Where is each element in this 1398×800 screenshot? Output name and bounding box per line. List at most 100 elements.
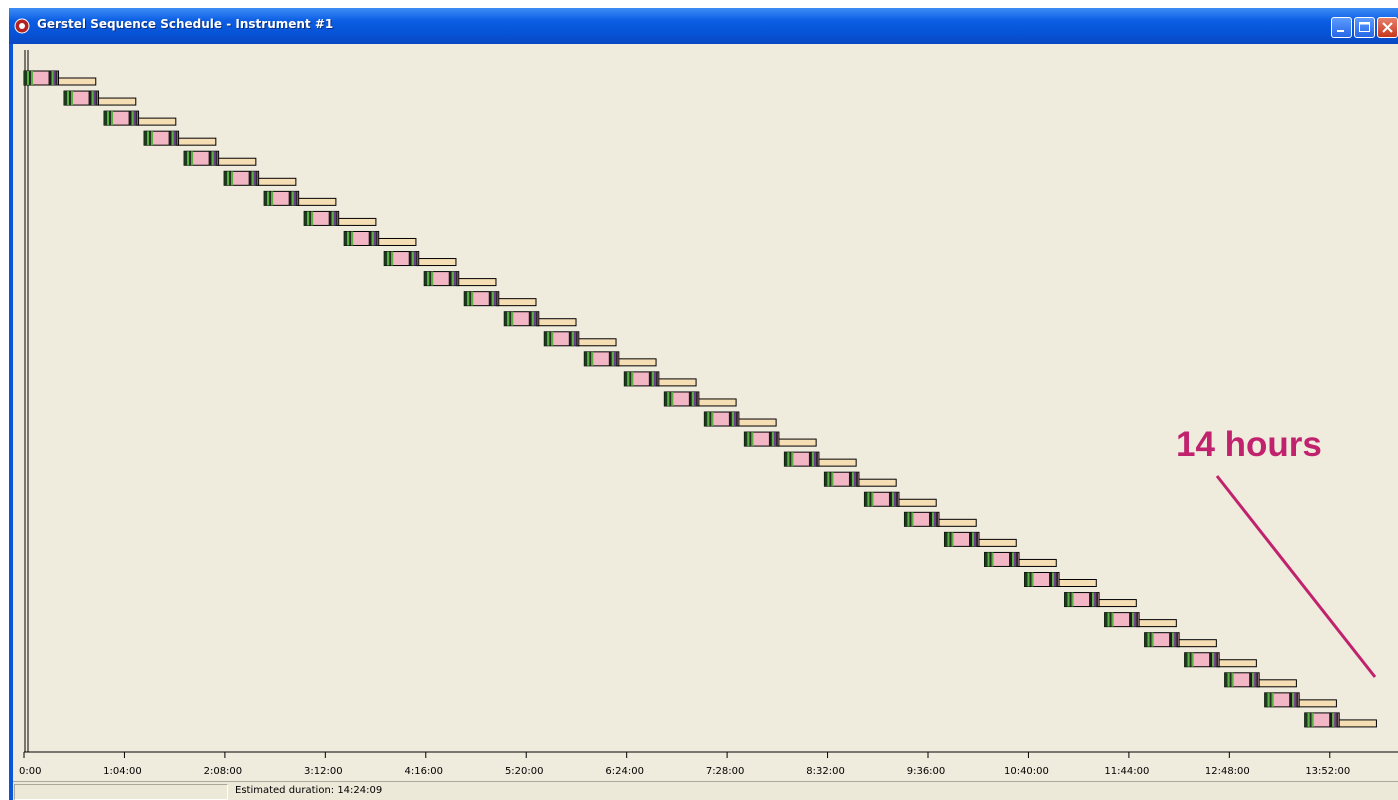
stripe: [1029, 572, 1032, 587]
gantt-chart: 0:00 1:04:00 2:08:00 3:12:00 4:16:00 5:20:00 6…: [19, 50, 1398, 777]
stripe: [1256, 672, 1259, 687]
stripe: [491, 291, 494, 306]
stripe: [347, 231, 350, 246]
stripe: [851, 472, 854, 487]
sample-run: [703, 411, 777, 427]
stripe: [693, 391, 696, 406]
stripe: [493, 291, 496, 306]
stripe: [411, 251, 414, 266]
sample-run: [984, 551, 1057, 567]
stripe: [149, 131, 152, 146]
stripe: [309, 211, 312, 226]
stripe: [71, 91, 74, 106]
sample-run: [903, 511, 977, 527]
stripe: [707, 412, 710, 427]
stripe: [391, 251, 394, 266]
stripe: [1064, 592, 1068, 607]
stripe: [695, 391, 698, 406]
stripe: [787, 452, 790, 467]
stripe: [1144, 632, 1148, 647]
stripe: [976, 532, 979, 547]
stripe: [864, 492, 868, 507]
stripe: [1191, 652, 1194, 667]
stripe: [495, 291, 498, 306]
stripe: [408, 251, 412, 266]
stripe: [931, 512, 934, 527]
stripe: [704, 412, 708, 427]
stripe: [295, 191, 298, 206]
maximize-icon: [1359, 22, 1370, 32]
stripe: [711, 412, 714, 427]
stripe: [811, 452, 814, 467]
stripe: [528, 311, 532, 326]
stripe: [344, 231, 348, 246]
stripe: [215, 151, 218, 166]
axis-tick-label: 4:16:00: [404, 766, 443, 777]
stripe: [1136, 612, 1139, 627]
stripe: [1311, 712, 1314, 727]
stripe: [1296, 692, 1299, 707]
close-icon: [1382, 22, 1393, 33]
stripe: [891, 492, 894, 507]
stripe: [1031, 572, 1034, 587]
stripe: [1151, 632, 1154, 647]
stripe: [1016, 552, 1019, 567]
stripe: [293, 191, 296, 206]
stripe: [427, 271, 430, 286]
stripe: [488, 291, 492, 306]
maximize-button[interactable]: [1354, 17, 1375, 38]
stripe: [655, 371, 658, 386]
axis-tick-label: 10:40:00: [1004, 766, 1049, 777]
stripe: [551, 331, 554, 346]
stripe: [1329, 712, 1333, 727]
stripe: [455, 271, 458, 286]
stripe: [1176, 632, 1179, 647]
stripe: [867, 492, 870, 507]
stripe: [747, 432, 750, 447]
stripe: [255, 171, 258, 186]
stripe: [184, 151, 188, 166]
stripe: [91, 91, 94, 106]
sample-run: [1024, 572, 1097, 587]
stripe: [855, 472, 858, 487]
sample-run: [1264, 692, 1337, 708]
stripe: [1071, 592, 1074, 607]
sample-run: [183, 150, 257, 166]
stripe: [611, 351, 614, 366]
stripe: [949, 532, 952, 547]
stripe: [1069, 592, 1072, 607]
stripe: [431, 271, 434, 286]
stripe: [1024, 572, 1028, 587]
stripe: [1147, 632, 1150, 647]
sample-run: [783, 451, 857, 467]
sequence-schedule-window: Gerstel Sequence Schedule - Instrument #…: [9, 8, 1398, 800]
stripe: [731, 412, 734, 427]
stripe: [1134, 612, 1137, 627]
stripe: [211, 151, 214, 166]
stripe: [1271, 692, 1274, 707]
stripe: [775, 432, 778, 447]
stripe: [1216, 652, 1219, 667]
title-bar[interactable]: Gerstel Sequence Schedule - Instrument #…: [9, 8, 1398, 44]
stripe: [469, 291, 472, 306]
stripe: [1294, 692, 1297, 707]
stripe: [871, 492, 874, 507]
stripe: [1149, 632, 1152, 647]
stripe: [735, 412, 738, 427]
axis-tick-label: 1:04:00: [103, 766, 142, 777]
stripe: [1009, 552, 1013, 567]
stripe: [229, 171, 232, 186]
stripe: [269, 191, 272, 206]
stripe: [24, 71, 27, 85]
stripe: [413, 251, 416, 266]
close-button[interactable]: [1377, 17, 1398, 38]
stripe: [69, 91, 72, 106]
sample-run: [863, 491, 937, 507]
stripe: [535, 311, 538, 326]
stripe: [1289, 692, 1293, 707]
stripe: [615, 351, 618, 366]
minimize-button[interactable]: [1331, 17, 1352, 38]
stripe: [904, 512, 908, 527]
sample-run: [1184, 652, 1257, 668]
